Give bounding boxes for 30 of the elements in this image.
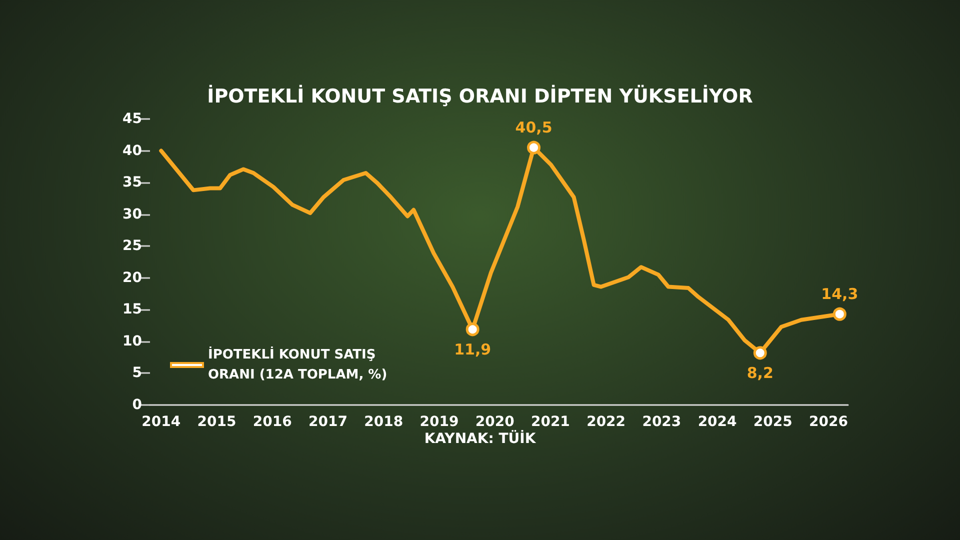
- data-label: 8,2: [746, 364, 774, 382]
- x-tick-label: 2023: [642, 414, 682, 430]
- x-tick-label: 2026: [809, 414, 848, 430]
- x-tick-label: 2017: [308, 414, 348, 430]
- x-tick-label: 2025: [753, 414, 792, 430]
- data-label: 11,9: [454, 340, 492, 359]
- y-tick-label: 40: [122, 142, 142, 159]
- legend-label: İPOTEKLİ KONUT SATIŞ ORANI (12A TOPLAM, %): [208, 346, 388, 382]
- y-tick-label: 10: [122, 333, 142, 350]
- x-tick-label: 2016: [252, 414, 292, 430]
- y-tick-label: 15: [122, 302, 142, 318]
- chart-title: İPOTEKLİ KONUT SATIŞ ORANI DİPTEN YÜKSELİYOR: [207, 84, 754, 108]
- x-tick-label: 2018: [364, 414, 404, 430]
- y-tick-label: 0: [132, 397, 142, 413]
- x-tick-label: 2022: [586, 414, 626, 430]
- y-tick-label: 25: [122, 238, 142, 254]
- x-tick-label: 2015: [197, 414, 236, 430]
- x-tick-label: 2014: [142, 414, 181, 430]
- x-tick-label: 2021: [530, 414, 570, 430]
- data-label: 40,5: [515, 118, 552, 136]
- text: KAYNAK: TÜİK: [424, 430, 537, 447]
- y-tick-label: 45: [122, 111, 142, 127]
- y-tick-label: 35: [122, 174, 142, 191]
- y-tick-label: 20: [122, 270, 142, 286]
- y-tick-label: 5: [132, 365, 142, 382]
- y-tick-label: 30: [122, 206, 142, 222]
- x-tick-label: 2024: [698, 414, 738, 430]
- x-tick-label: 2020: [475, 414, 515, 430]
- data-label: 14,3: [821, 284, 858, 303]
- x-tick-label: 2019: [420, 414, 459, 430]
